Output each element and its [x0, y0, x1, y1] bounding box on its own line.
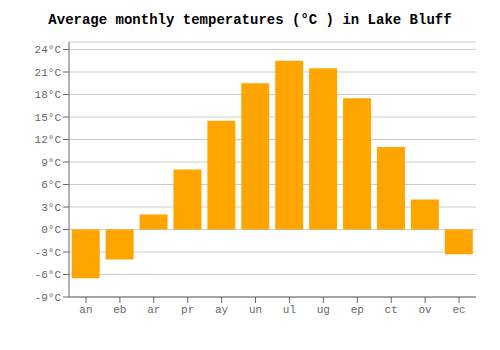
svg-text:-6°C: -6°C [35, 269, 62, 281]
svg-text:-9°C: -9°C [35, 292, 62, 304]
svg-text:3°C: 3°C [41, 202, 61, 214]
svg-text:15°C: 15°C [35, 112, 62, 124]
svg-text:12°C: 12°C [35, 134, 62, 146]
svg-text:ug: ug [317, 304, 330, 316]
svg-text:ul: ul [283, 304, 296, 316]
svg-text:-3°C: -3°C [35, 247, 62, 259]
svg-text:pr: pr [181, 304, 194, 316]
svg-text:ep: ep [351, 304, 364, 316]
svg-text:6°C: 6°C [41, 179, 61, 191]
svg-text:18°C: 18°C [35, 89, 62, 101]
svg-text:an: an [79, 304, 92, 316]
svg-text:ay: ay [215, 304, 229, 316]
svg-text:0°C: 0°C [41, 224, 61, 236]
svg-text:21°C: 21°C [35, 67, 62, 79]
svg-text:ar: ar [147, 304, 160, 316]
svg-text:ov: ov [419, 304, 433, 316]
svg-text:ct: ct [385, 304, 398, 316]
svg-text:un: un [249, 304, 262, 316]
svg-text:24°C: 24°C [35, 44, 62, 56]
svg-text:eb: eb [113, 304, 126, 316]
svg-text:9°C: 9°C [41, 157, 61, 169]
html-text:Average monthly temperatures (: Average monthly temperatures (°C ) in La… [48, 12, 452, 28]
svg-text:ec: ec [452, 304, 465, 316]
